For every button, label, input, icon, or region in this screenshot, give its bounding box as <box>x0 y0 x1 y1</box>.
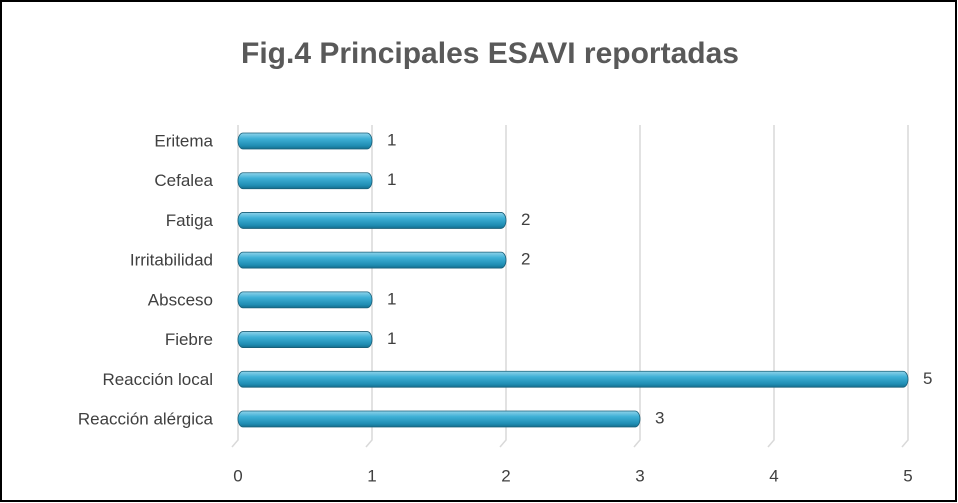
bar <box>237 331 373 348</box>
grid-line <box>231 125 239 448</box>
data-label: 1 <box>387 289 396 308</box>
data-label: 2 <box>521 250 530 269</box>
y-tick-label: Absceso <box>148 290 213 309</box>
data-label: 3 <box>655 408 664 427</box>
chart-title: Fig.4 Principales ESAVI reportadas <box>241 37 739 70</box>
y-tick-label: Irritabilidad <box>130 251 213 270</box>
x-tick-label: 4 <box>769 466 778 485</box>
x-tick-label: 2 <box>501 466 510 485</box>
y-tick-label: Fatiga <box>166 211 214 230</box>
bar <box>237 370 909 388</box>
data-label: 1 <box>387 170 396 189</box>
grid-line <box>767 125 775 448</box>
bar <box>237 172 373 190</box>
y-tick-label: Fiebre <box>165 330 213 349</box>
grid-line <box>633 125 641 448</box>
y-tick-label: Cefalea <box>154 171 213 190</box>
y-tick-label: Reacción local <box>102 370 213 389</box>
bar <box>237 291 373 309</box>
bar <box>237 212 507 229</box>
grid-line <box>365 125 373 448</box>
data-label: 2 <box>521 210 530 229</box>
y-tick-label: Eritema <box>154 131 213 150</box>
x-tick-label: 3 <box>635 466 644 485</box>
grid-line <box>901 125 909 448</box>
data-label: 5 <box>923 369 932 388</box>
x-tick-label: 1 <box>367 466 376 485</box>
y-tick-label: Reacción alérgica <box>78 409 214 428</box>
grid-line <box>499 125 507 448</box>
bar <box>237 410 641 428</box>
bar <box>237 132 373 150</box>
data-label: 1 <box>387 329 396 348</box>
x-tick-label: 0 <box>233 466 242 485</box>
data-label: 1 <box>387 130 396 149</box>
bar <box>237 251 507 269</box>
x-tick-label: 5 <box>903 466 912 485</box>
